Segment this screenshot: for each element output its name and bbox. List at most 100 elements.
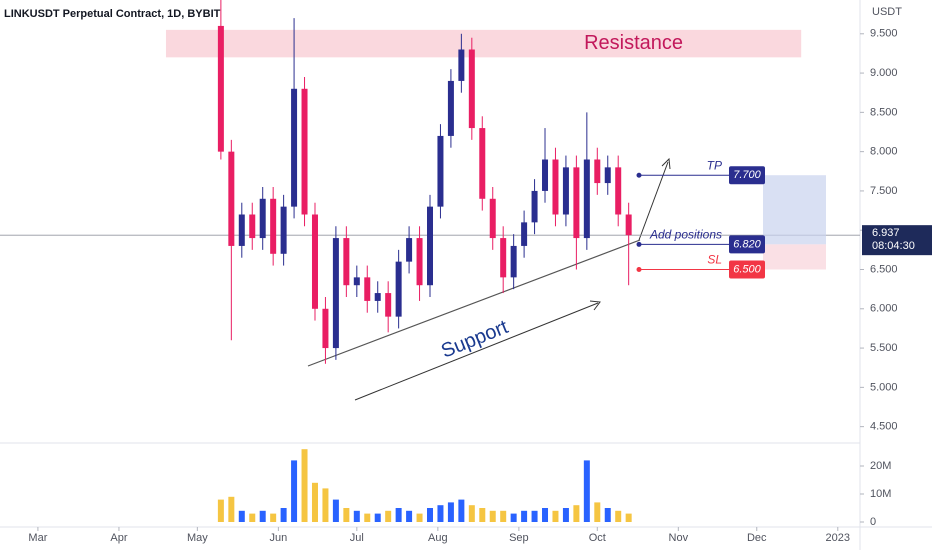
candle-body xyxy=(479,128,486,199)
candle-body xyxy=(458,49,465,81)
axis-unit: USDT xyxy=(872,6,902,18)
candle-body xyxy=(217,25,224,152)
y-tick-label: 5.500 xyxy=(870,342,898,354)
y-tick-label: 8.000 xyxy=(870,146,898,158)
candle-body xyxy=(542,159,549,191)
volume-bar xyxy=(615,510,622,522)
support-arrow xyxy=(354,302,599,401)
x-tick-label: Mar xyxy=(28,532,47,544)
candle-body xyxy=(468,49,475,129)
volume-bar xyxy=(447,502,454,522)
candle-body xyxy=(521,222,528,246)
candle-body xyxy=(406,238,413,262)
x-tick-label: Jul xyxy=(350,532,364,544)
arrow-head xyxy=(589,300,601,311)
candle-body xyxy=(573,167,580,239)
volume-tick-label: 10M xyxy=(870,488,891,500)
volume-tick-label: 20M xyxy=(870,460,891,472)
volume-bar xyxy=(332,499,339,522)
y-tick-label: 7.500 xyxy=(870,185,898,197)
resistance-zone xyxy=(165,29,802,58)
candle-body xyxy=(291,88,298,207)
volume-bar xyxy=(416,513,423,522)
x-tick-label: Aug xyxy=(428,532,448,544)
support-trendline xyxy=(307,239,641,367)
arrow-head xyxy=(661,157,671,170)
x-tick-label: Nov xyxy=(669,532,689,544)
candle-body xyxy=(615,167,622,215)
level-dot xyxy=(636,241,642,247)
volume-bar xyxy=(280,508,287,522)
volume-bar xyxy=(291,460,298,522)
candle-body xyxy=(604,167,611,184)
x-tick-label: Dec xyxy=(747,532,767,544)
y-tick-label: 4.500 xyxy=(870,421,898,433)
candle-body xyxy=(280,206,287,254)
candle-body xyxy=(322,308,329,349)
y-tick-label: 9.500 xyxy=(870,28,898,40)
candle-body xyxy=(531,190,538,223)
candle-body xyxy=(270,198,277,254)
volume-bar xyxy=(437,505,444,522)
level-name: Add positions xyxy=(649,228,722,242)
volume-bar xyxy=(270,513,277,522)
volume-bar xyxy=(510,513,517,522)
level-name: SL xyxy=(707,253,722,267)
candle-body xyxy=(395,261,402,317)
level-box xyxy=(729,260,765,279)
last-price-tag xyxy=(862,225,932,256)
volume-bar xyxy=(322,488,329,522)
candle-body xyxy=(249,214,256,239)
y-tick-label: 9.000 xyxy=(870,67,898,79)
volume-bar xyxy=(531,510,538,522)
volume-bar xyxy=(573,505,580,522)
candle-body xyxy=(238,214,245,246)
volume-bar xyxy=(353,510,360,522)
volume-bar xyxy=(604,508,611,522)
candle-body xyxy=(343,238,350,286)
candle-body xyxy=(301,88,308,215)
x-tick-label: Oct xyxy=(589,532,606,544)
y-tick-label: 8.500 xyxy=(870,106,898,118)
candle-body xyxy=(500,238,507,278)
volume-bar xyxy=(217,499,224,522)
candle-body xyxy=(228,151,235,246)
volume-bar xyxy=(468,505,475,522)
candle-body xyxy=(437,135,444,207)
volume-bar xyxy=(489,510,496,522)
loss-zone xyxy=(763,244,826,270)
y-tick-label: 6.500 xyxy=(870,263,898,275)
candle-body xyxy=(583,159,590,239)
volume-bar xyxy=(259,510,266,522)
countdown: 08:04:30 xyxy=(872,240,915,252)
candle-body xyxy=(489,198,496,239)
candle-body xyxy=(374,293,381,301)
volume-bar xyxy=(395,508,402,522)
candle-body xyxy=(364,277,371,301)
candle-body xyxy=(385,293,392,317)
candle-body xyxy=(552,159,559,215)
chart-title: LINKUSDT Perpetual Contract, 1D, BYBIT xyxy=(4,8,221,20)
candle-body xyxy=(353,277,360,286)
x-tick-label: Apr xyxy=(110,532,127,544)
level-value: 6.820 xyxy=(733,238,761,250)
volume-bar xyxy=(479,508,486,522)
volume-bar xyxy=(343,508,350,522)
volume-bar xyxy=(542,508,549,522)
candle-body xyxy=(311,214,318,309)
level-box xyxy=(729,235,765,254)
volume-bar xyxy=(238,510,245,522)
y-tick-label: 6.000 xyxy=(870,303,898,315)
candle-body xyxy=(562,167,569,215)
x-tick-label: 2023 xyxy=(826,532,850,544)
candle-body xyxy=(510,245,517,278)
candle-body xyxy=(625,214,632,236)
level-name: TP xyxy=(707,158,722,172)
level-value: 7.700 xyxy=(733,169,761,181)
volume-bar xyxy=(427,508,433,522)
level-box xyxy=(729,166,765,185)
volume-bar xyxy=(458,499,465,522)
level-dot xyxy=(636,267,642,272)
volume-bar xyxy=(521,510,528,522)
